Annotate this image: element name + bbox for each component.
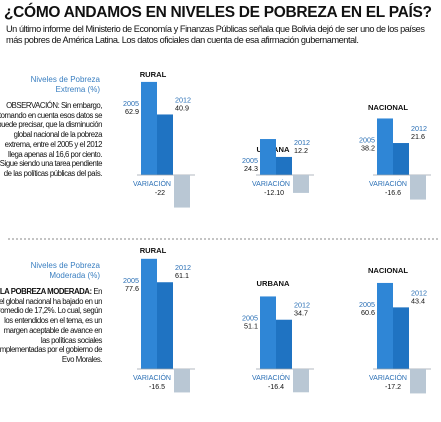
value-2012-g0-c0: 40.9 bbox=[175, 103, 189, 112]
chart-title-g0-c2: NACIONAL bbox=[368, 103, 408, 112]
year-2012-g0-c0: 2012 bbox=[175, 95, 191, 104]
value-2005-g0-c2: 38.2 bbox=[361, 143, 375, 152]
variation-value-g0-c0: -22 bbox=[155, 190, 165, 197]
section-extreme-label-2: Extrema (%) bbox=[56, 85, 101, 94]
bar-2005-g1-c0 bbox=[141, 258, 157, 369]
bar-variation-g0-c0 bbox=[174, 175, 190, 208]
year-2012-g1-c2: 2012 bbox=[411, 288, 427, 297]
note-extreme-text: OBSERVACIÓN: Sin embargo, tomando en cue… bbox=[0, 101, 102, 178]
value-2012-g1-c1: 34.7 bbox=[294, 309, 308, 318]
year-2005-g0-c2: 2005 bbox=[359, 135, 375, 144]
bar-2012-g1-c2 bbox=[393, 307, 409, 369]
variation-label-g0-c2: VARIACIÓN bbox=[369, 179, 407, 188]
variation-label-g0-c0: VARIACIÓN bbox=[133, 179, 171, 188]
bar-2012-g0-c0 bbox=[157, 114, 173, 175]
year-2005-g0-c1: 2005 bbox=[242, 156, 258, 165]
value-2005-g1-c1: 51.1 bbox=[244, 321, 258, 330]
variation-label-g1-c1: VARIACIÓN bbox=[252, 373, 290, 382]
year-2012-g0-c2: 2012 bbox=[411, 124, 427, 133]
chart-title-g1-c1: URBANA bbox=[257, 279, 290, 288]
value-2012-g1-c2: 43.4 bbox=[411, 296, 425, 305]
value-2012-g0-c1: 12.2 bbox=[294, 146, 308, 155]
bar-variation-g1-c1 bbox=[293, 369, 309, 393]
value-2005-g1-c2: 60.6 bbox=[361, 308, 375, 317]
year-2012-g1-c0: 2012 bbox=[175, 263, 191, 272]
bar-2012-g1-c1 bbox=[276, 319, 292, 369]
bar-2005-g0-c0 bbox=[141, 81, 157, 175]
year-2012-g0-c1: 2012 bbox=[294, 138, 310, 147]
bar-2012-g0-c1 bbox=[276, 156, 292, 175]
variation-value-g0-c1: -12.10 bbox=[264, 190, 284, 197]
bar-2005-g0-c2 bbox=[377, 118, 393, 175]
variation-label-g1-c0: VARIACIÓN bbox=[133, 373, 171, 382]
bar-variation-g1-c2 bbox=[410, 369, 426, 394]
value-2005-g0-c0: 62.9 bbox=[125, 107, 139, 116]
variation-value-g1-c1: -16.4 bbox=[268, 384, 284, 391]
variation-label-g1-c2: VARIACIÓN bbox=[369, 373, 407, 382]
bar-variation-g1-c0 bbox=[174, 369, 190, 393]
bar-variation-g0-c2 bbox=[410, 175, 426, 200]
chart-title-g1-c2: NACIONAL bbox=[368, 266, 408, 275]
section-moderate-label-1: Niveles de Pobreza bbox=[31, 261, 101, 270]
bar-2005-g1-c2 bbox=[377, 282, 393, 369]
chart-title-g1-c0: RURAL bbox=[140, 246, 167, 255]
note-moderate-text: En el global nacional ha bajado en un pr… bbox=[0, 287, 102, 364]
bar-2012-g1-c0 bbox=[157, 282, 173, 369]
variation-value-g0-c2: -16.6 bbox=[385, 190, 401, 197]
variation-label-g0-c1: VARIACIÓN bbox=[252, 179, 290, 188]
bar-2005-g0-c1 bbox=[260, 139, 276, 175]
bar-2012-g0-c2 bbox=[393, 143, 409, 175]
page-subtitle: Un último informe del Ministerio de Econ… bbox=[6, 24, 425, 45]
section-moderate-label-2: Moderada (%) bbox=[49, 271, 100, 280]
value-2012-g0-c2: 21.6 bbox=[411, 132, 425, 141]
variation-value-g1-c2: -17.2 bbox=[385, 384, 401, 391]
bar-variation-g0-c1 bbox=[293, 175, 309, 193]
note-moderate-heading: LA POBREZA MODERADA: bbox=[0, 287, 92, 296]
year-2012-g1-c1: 2012 bbox=[294, 301, 310, 310]
value-2005-g1-c0: 77.6 bbox=[125, 284, 139, 293]
year-2005-g1-c0: 2005 bbox=[123, 276, 139, 285]
year-2005-g0-c0: 2005 bbox=[123, 99, 139, 108]
value-2005-g0-c1: 24.3 bbox=[244, 164, 258, 173]
charts-layer: RURAL200562.9201240.9VARIACIÓN-22URBANA2… bbox=[123, 70, 431, 394]
value-2012-g1-c0: 61.1 bbox=[175, 271, 189, 280]
section-extreme-label-1: Niveles de Pobreza bbox=[31, 75, 101, 84]
chart-title-g0-c0: RURAL bbox=[140, 70, 167, 79]
variation-value-g1-c0: -16.5 bbox=[149, 384, 165, 391]
note-moderate: LA POBREZA MODERADA: En el global nacion… bbox=[0, 287, 102, 365]
year-2005-g1-c2: 2005 bbox=[359, 300, 375, 309]
page-title: ¿CÓMO ANDAMOS EN NIVELES DE POBREZA EN E… bbox=[4, 4, 432, 21]
note-extreme: OBSERVACIÓN: Sin embargo, tomando en cue… bbox=[0, 101, 102, 179]
year-2005-g1-c1: 2005 bbox=[242, 313, 258, 322]
bar-2005-g1-c1 bbox=[260, 296, 276, 369]
